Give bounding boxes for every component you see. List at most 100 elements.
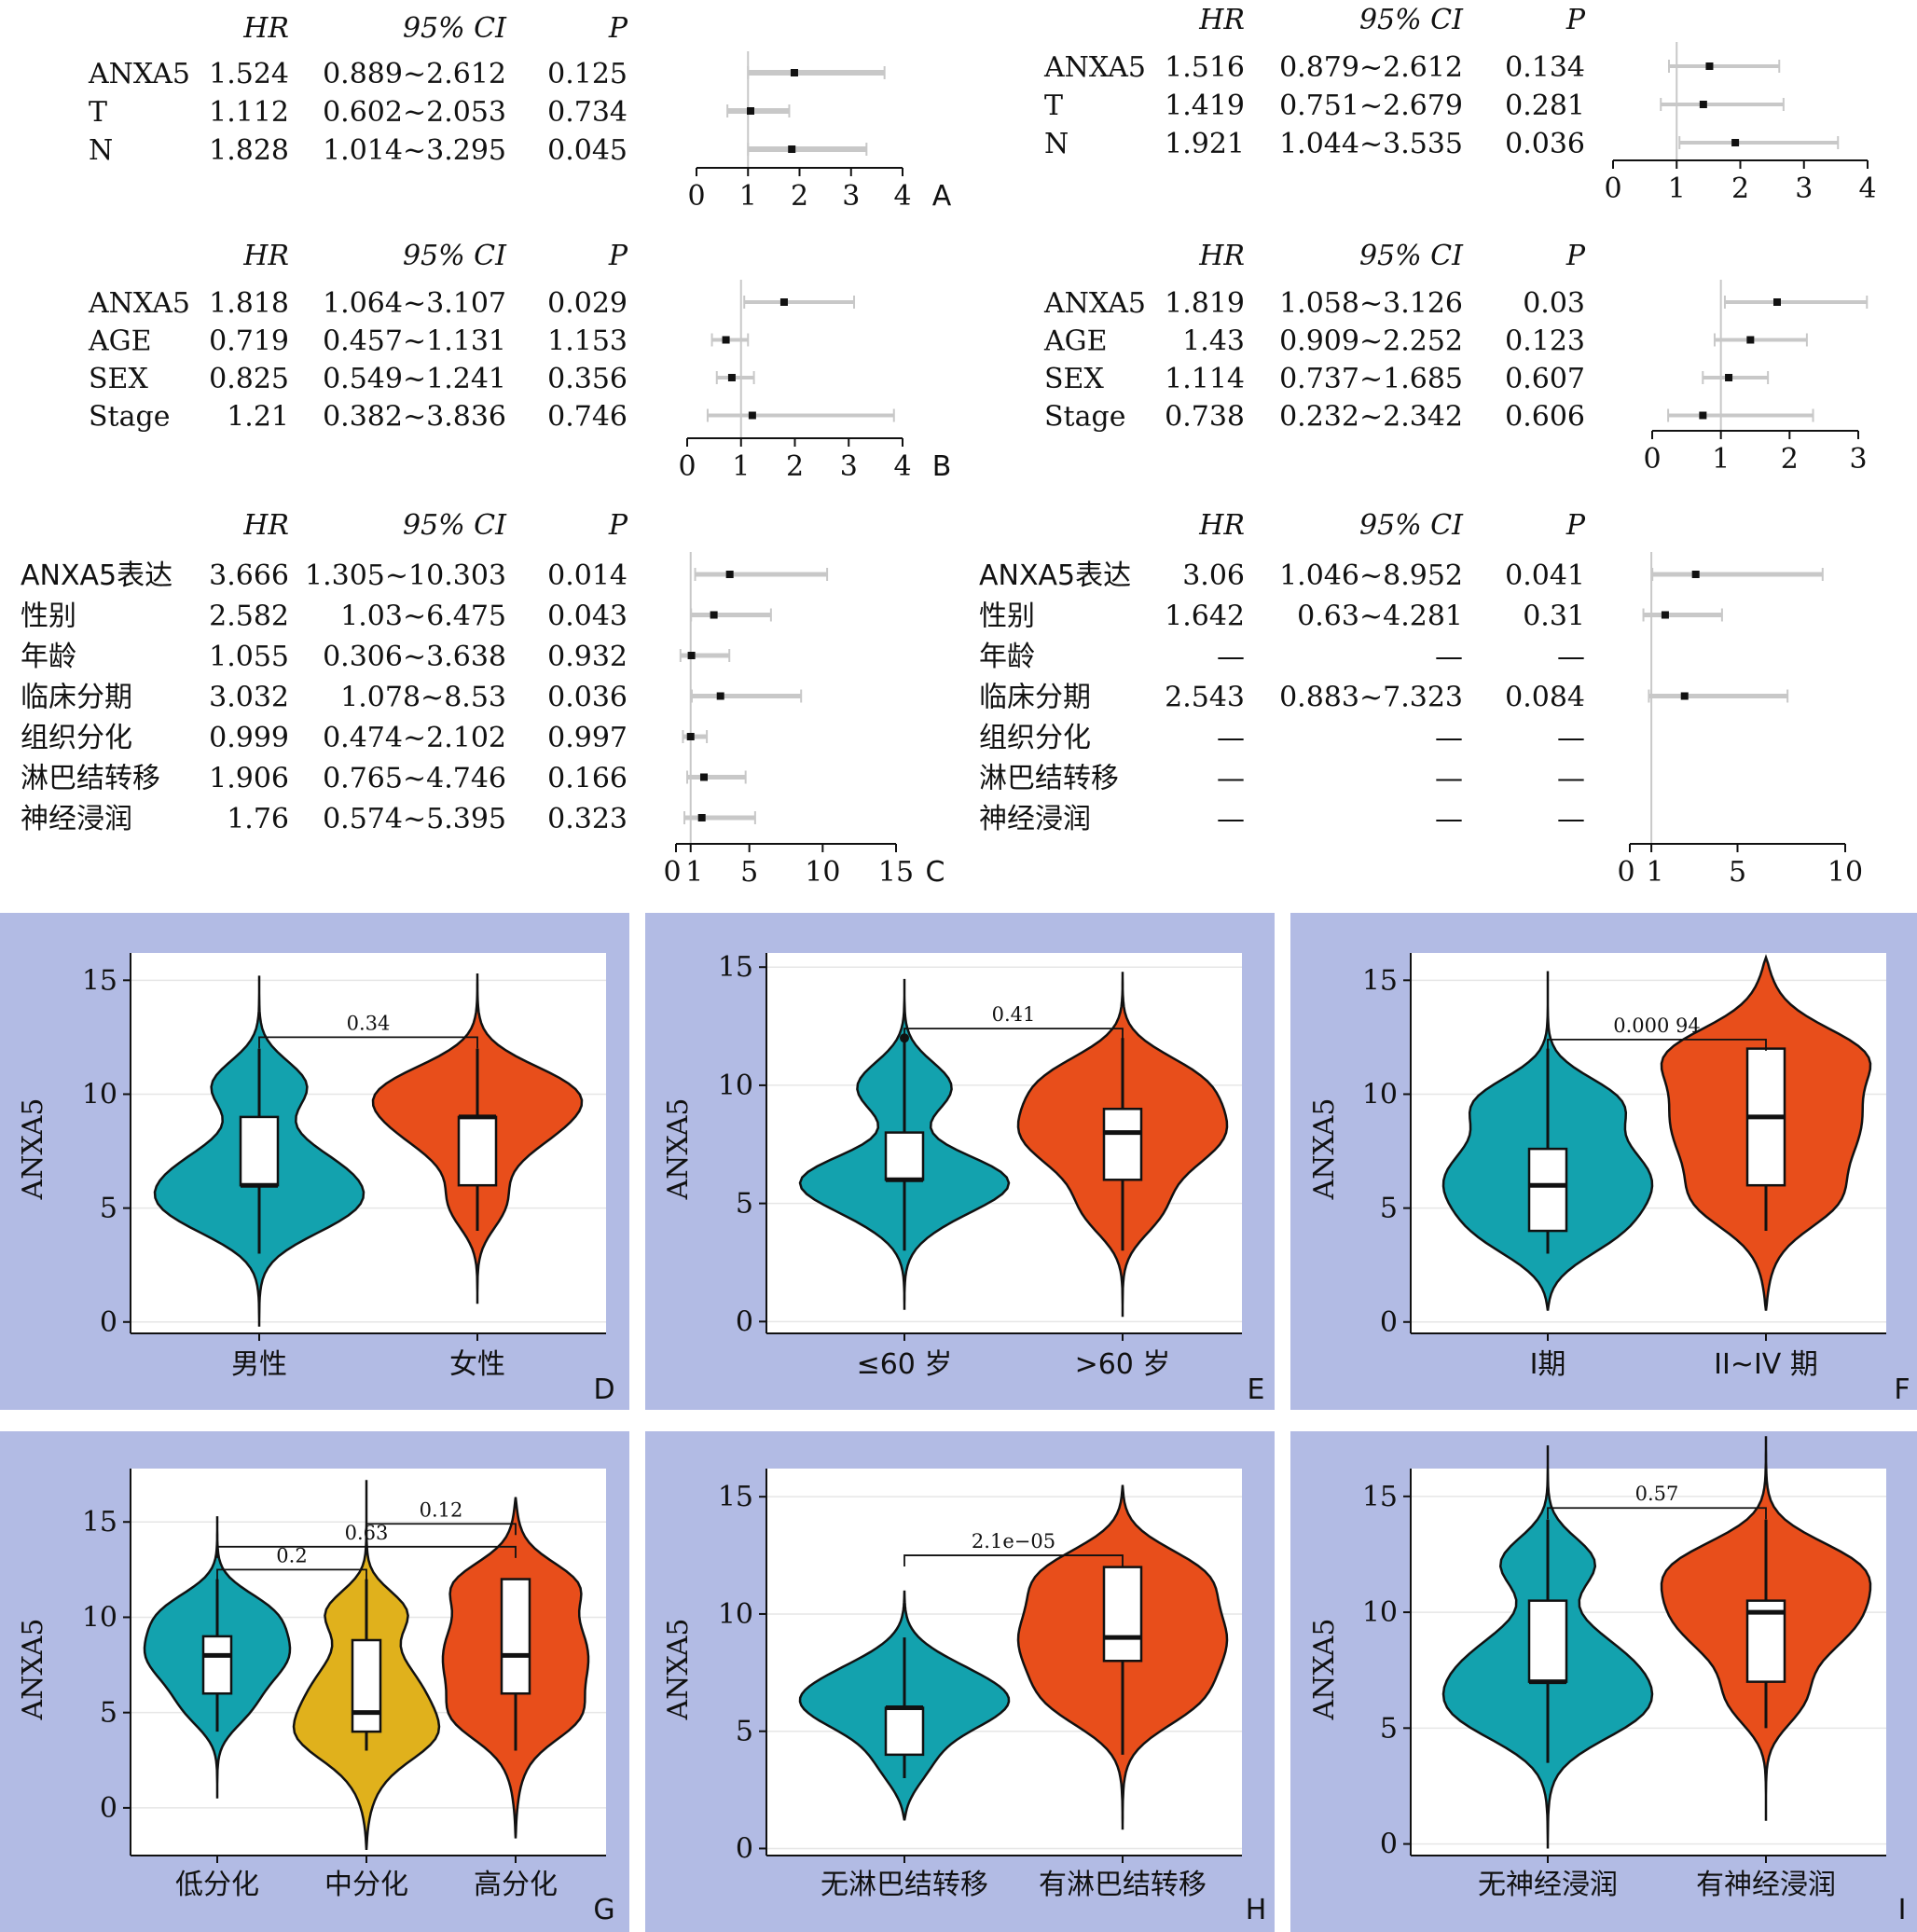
column-header-hr: HR: [1198, 240, 1245, 272]
x-tick-label: 1: [732, 450, 750, 483]
column-header-p: P: [1565, 509, 1586, 542]
y-tick-label: 0: [736, 1305, 753, 1338]
category-label: 女性: [449, 1348, 505, 1381]
ci-value: 1.014~3.295: [323, 134, 506, 167]
comparison-bracket: [903, 1028, 1124, 1041]
box: [1527, 1599, 1568, 1683]
category-label: 男性: [231, 1348, 287, 1381]
category-label: 低分化: [175, 1869, 259, 1901]
p-value: 0.134: [1505, 51, 1585, 84]
violin-panel-I: 0 5 10 15 ANXA5 无神经浸润 有神经浸润 0.57 I: [1290, 1431, 1917, 1932]
p-value: 0.084: [1505, 682, 1585, 714]
hr-value: 1.419: [1165, 90, 1245, 122]
row-label: T: [89, 96, 107, 129]
panel-letter: B: [932, 450, 952, 483]
category-label: 中分化: [324, 1869, 408, 1901]
y-tick-label: 5: [100, 1697, 117, 1730]
column-header-p: P: [1565, 240, 1586, 272]
forest-plot-3: HR 95% CI P ANXA5 1.818 1.064~3.107 0.029 AGE 0.…: [88, 240, 951, 483]
x-tick-label: 0: [1604, 172, 1621, 205]
hr-point: [1746, 336, 1755, 344]
y-tick-label: 5: [100, 1193, 117, 1225]
category-label: 无淋巴结转移: [821, 1869, 988, 1901]
ci-value: 1.078~8.53: [340, 682, 506, 714]
hr-value: 1.43: [1182, 325, 1245, 358]
column-header-hr: HR: [242, 509, 289, 542]
y-tick-label: 10: [82, 1078, 117, 1111]
hr-value: —: [1217, 722, 1245, 754]
p-value-label: 0.2: [276, 1544, 307, 1566]
box: [1102, 1566, 1143, 1663]
ci-value: —: [1435, 722, 1463, 754]
box: [239, 1115, 280, 1187]
ci-value: 1.305~10.303: [305, 559, 506, 592]
row-label: 性别: [21, 600, 76, 633]
ci-value: 1.064~3.107: [323, 287, 506, 320]
violin-panel-H: 0 5 10 15 ANXA5 无淋巴结转移 有淋巴结转移 2.1e−05 H: [645, 1431, 1275, 1932]
ci-value: 0.889~2.612: [323, 58, 506, 90]
comparison-bracket: [1547, 1038, 1767, 1051]
box: [1527, 1147, 1568, 1233]
column-header-ci: 95% CI: [403, 12, 507, 45]
p-value: 0.166: [547, 763, 628, 795]
ci-value: 0.549~1.241: [323, 363, 506, 395]
hr-point: [710, 611, 718, 619]
hr-point: [1661, 611, 1669, 619]
panel-letter: H: [1246, 1894, 1267, 1926]
category-label: 高分化: [474, 1869, 558, 1901]
ci-value: 0.751~2.679: [1279, 90, 1463, 122]
column-header-ci: 95% CI: [1359, 4, 1464, 36]
hr-value: 1.819: [1165, 287, 1245, 320]
comparison-bracket: [216, 1568, 367, 1581]
forest-plot-4: HR 95% CI P ANXA5 1.819 1.058~3.126 0.03 AGE 1.4…: [1043, 240, 1869, 476]
ci-value: 1.03~6.475: [340, 600, 506, 633]
ci-value: 0.602~2.053: [323, 96, 506, 129]
y-axis-label: ANXA5: [17, 1098, 49, 1201]
x-tick-label: 4: [893, 450, 911, 483]
x-tick-label: 1: [1647, 856, 1664, 889]
p-value: 1.153: [547, 325, 628, 358]
ci-value: 0.737~1.685: [1279, 363, 1463, 395]
category-label: I期: [1530, 1348, 1566, 1381]
x-tick-label: 0: [663, 856, 681, 889]
x-tick-label: 1: [685, 856, 703, 889]
row-label: Stage: [89, 401, 170, 434]
y-tick-label: 15: [718, 951, 753, 984]
ci-value: 0.765~4.746: [323, 763, 506, 795]
hr-point: [697, 814, 706, 821]
hr-value: —: [1217, 641, 1245, 673]
hr-point: [722, 336, 730, 344]
y-tick-label: 10: [718, 1070, 753, 1102]
hr-value: 1.828: [209, 134, 289, 167]
column-header-ci: 95% CI: [1359, 240, 1464, 272]
violin-panel-E: 0 5 10 15 ANXA5 ≤60 岁 >60 岁 0.41 E: [645, 913, 1275, 1410]
hr-point: [725, 571, 734, 578]
p-value: 0.323: [547, 803, 628, 835]
comparison-bracket: [1547, 1507, 1767, 1520]
forest-plot-6: HR 95% CI P ANXA5表达 3.06 1.046~8.952 0.041 性别 1.…: [979, 509, 1863, 889]
hr-value: 1.516: [1165, 51, 1245, 84]
box: [201, 1635, 233, 1695]
p-value: 0.997: [547, 722, 628, 754]
column-header-hr: HR: [1198, 4, 1245, 36]
y-axis-label: ANXA5: [1308, 1619, 1341, 1721]
hr-value: 0.999: [209, 722, 289, 754]
hr-value: 0.825: [209, 363, 289, 395]
p-value-label: 2.1e−05: [972, 1530, 1055, 1552]
p-value: 0.045: [547, 134, 628, 167]
x-tick-label: 3: [1849, 443, 1867, 476]
panel-letter: C: [926, 856, 945, 889]
hr-value: 1.21: [227, 401, 289, 434]
p-value: 0.746: [547, 401, 628, 434]
ci-value: 1.058~3.126: [1279, 287, 1463, 320]
row-label: Stage: [1044, 401, 1125, 434]
x-tick-label: 0: [678, 450, 696, 483]
p-value: —: [1557, 641, 1585, 673]
category-label: ≤60 岁: [857, 1348, 953, 1381]
ci-value: 0.306~3.638: [323, 641, 506, 673]
hr-point: [788, 145, 796, 153]
ci-value: 0.382~3.836: [323, 401, 506, 434]
ci-value: —: [1435, 803, 1463, 835]
category-label: II~IV 期: [1714, 1348, 1818, 1381]
